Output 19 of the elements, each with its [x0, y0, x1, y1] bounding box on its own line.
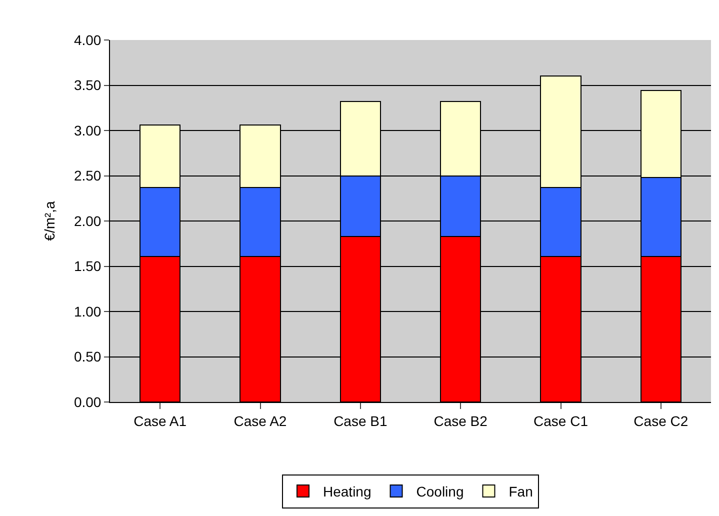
- y-tick-label: 2.00: [74, 212, 102, 229]
- y-tick-label: 1.00: [74, 303, 102, 320]
- legend-label: Fan: [508, 483, 533, 500]
- y-axis-title: €/m²,a: [42, 200, 58, 241]
- x-tick-label: Case C1: [534, 412, 588, 429]
- y-tick-label: 1.50: [74, 258, 102, 274]
- y-tick-label: 3.00: [74, 122, 102, 138]
- x-tick-label: Case A2: [234, 412, 287, 429]
- legend-label: Heating: [323, 483, 372, 500]
- x-tick-label: Case B1: [334, 412, 388, 429]
- x-tick-label: Case A1: [134, 412, 187, 429]
- y-tick-label: 0.50: [74, 348, 102, 365]
- y-tick-label: 0.00: [74, 394, 102, 410]
- y-tick-label: 4.00: [74, 32, 102, 48]
- x-tick-label: Case B2: [434, 412, 488, 429]
- y-tick-label: 3.50: [74, 77, 102, 94]
- legend-label: Cooling: [416, 483, 464, 500]
- x-tick-label: Case C2: [634, 412, 688, 429]
- y-tick-label: 2.50: [74, 168, 102, 184]
